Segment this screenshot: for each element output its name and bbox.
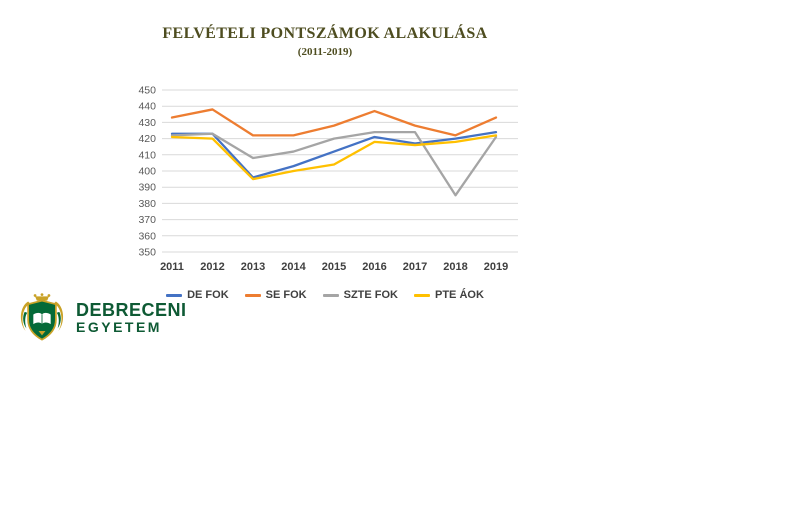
legend-item: SZTE FOK [322,289,398,301]
x-axis-tick-label: 2011 [160,261,184,273]
y-axis-tick-label: 440 [138,101,156,113]
series-line-se-fok [170,108,498,137]
legend-marker [166,293,183,297]
x-axis-tick-label: 2015 [322,261,346,273]
y-axis-tick-label: 360 [138,230,156,242]
legend-marker [414,293,430,297]
x-axis-tick-label: 2014 [281,261,306,273]
y-axis-tick-label: 400 [138,166,156,178]
x-axis-tick-label: 2019 [484,261,508,273]
x-axis-tick-label: 2018 [443,261,467,273]
x-axis-tick-label: 2017 [403,261,427,273]
y-axis-tick-label: 390 [138,182,156,194]
legend-item: SE FOK [244,289,307,301]
chart-title: FELVÉTELI PONTSZÁMOK ALAKULÁSA [162,25,488,42]
legend-label: SZTE FOK [343,289,398,301]
y-axis-tick-label: 430 [138,117,156,129]
legend-label: DE FOK [187,289,229,301]
university-crest-icon [20,293,64,341]
chart-legend: DE FOK SE FOK SZTE FOK PTE ÁOK [35,289,615,301]
legend-item: DE FOK [166,289,229,301]
y-axis-tick-label: 370 [138,214,156,226]
x-axis-tick-label: 2012 [200,261,224,273]
legend-marker [322,293,339,297]
y-axis-tick-label: 350 [138,247,156,259]
logo-name-line2: EGYETEM [76,319,162,336]
y-axis-tick-label: 420 [138,133,156,145]
chart-subtitle: (2011-2019) [297,46,353,58]
legend-marker [244,293,261,297]
series-line-szte-fok [170,130,498,197]
line-chart: 350 360 370 380 390 400 410 420 430 440 450 2011 201… [118,82,538,282]
y-axis-tick-label: 410 [138,149,156,161]
legend-label: PTE ÁOK [435,289,484,301]
series-line-de-fok [170,130,498,179]
series-line-pte-áok [170,134,498,181]
logo-name-line1: DEBRECENI [76,300,187,321]
y-axis-tick-label: 380 [138,198,156,210]
x-axis-tick-label: 2013 [241,261,265,273]
legend-item: PTE ÁOK [414,289,484,301]
x-axis-tick-label: 2016 [362,261,386,273]
y-axis-tick-label: 450 [138,85,156,97]
university-logo-text: DEBRECENI EGYETEM [76,301,187,335]
legend-label: SE FOK [265,289,307,301]
university-logo: DEBRECENI EGYETEM [16,291,187,345]
line-chart-svg: 350 360 370 380 390 400 410 420 430 440 450 2011 201… [138,85,518,273]
